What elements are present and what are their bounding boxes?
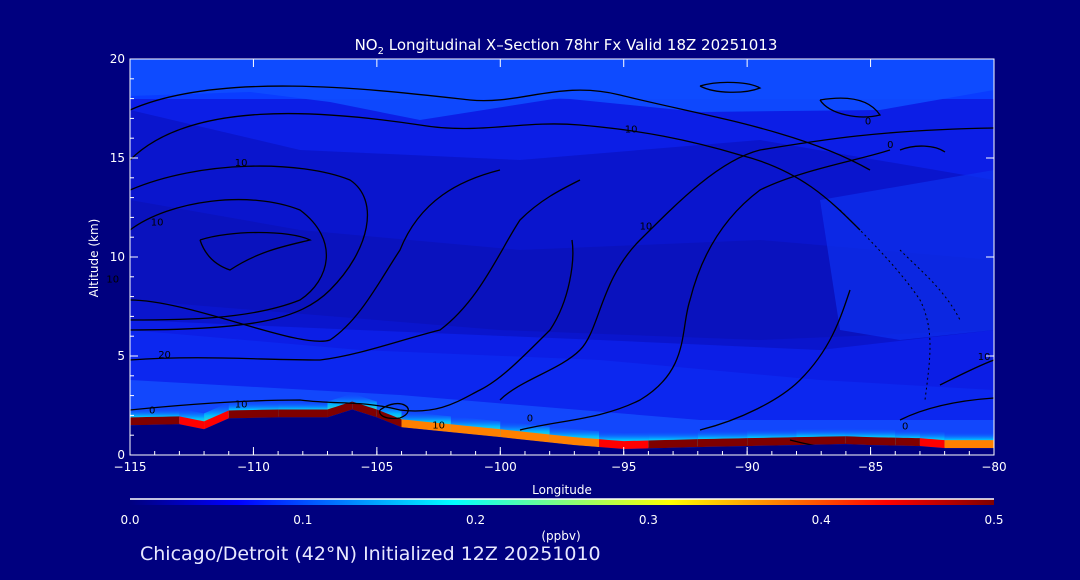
x-tick-label: −110 — [237, 460, 270, 474]
colorbar-label: (ppbv) — [541, 529, 580, 543]
surface-band-cell — [697, 438, 748, 448]
surface-concentration-band — [130, 393, 994, 450]
colorbar-tick-label: 0.2 — [466, 513, 485, 527]
concentration-field — [130, 59, 994, 455]
x-tick-label: −80 — [981, 460, 1006, 474]
chart-title: NO2 Longitudinal X–Section 78hr Fx Valid… — [355, 36, 778, 57]
x-tick-label: −100 — [484, 460, 517, 474]
contour-line — [939, 359, 994, 386]
surface-band-cell — [352, 401, 377, 418]
colorbar-tick-label: 0.4 — [812, 513, 831, 527]
contour-line — [899, 397, 994, 421]
x-tick-label: −95 — [611, 460, 636, 474]
contour-label: 0 — [527, 413, 533, 424]
contour-label: 10 — [432, 420, 445, 431]
contour-line — [699, 289, 851, 431]
contour-label: 10 — [625, 124, 638, 135]
x-tick-label: −90 — [734, 460, 759, 474]
contour-label: 10 — [151, 217, 164, 228]
x-tick-label: −85 — [858, 460, 883, 474]
contour-line-dashed — [839, 209, 931, 401]
y-tick-label: 5 — [117, 349, 125, 363]
y-axis-label: Altitude (km) — [87, 219, 101, 298]
contour-line — [499, 127, 994, 401]
contour-label: 20 — [158, 350, 171, 361]
surface-band-cell — [895, 437, 920, 447]
x-axis: −115 −110 −105 −100 −95 −90 −85 −80 — [114, 59, 1007, 474]
title-rest: Longitudinal X–Section 78hr Fx Valid 18Z… — [384, 36, 777, 54]
surface-band-cell — [278, 409, 328, 418]
colorbar-tick-label: 0.1 — [293, 513, 312, 527]
surface-band-cell — [500, 429, 550, 443]
contour-line — [130, 165, 369, 331]
surface-band-cell — [599, 439, 649, 450]
terrain-mask — [130, 409, 994, 455]
title-prefix: NO — [355, 36, 378, 54]
contour-label-group: 10 10 10 20 0 10 10 0 10 10 0 0 10 0 — [106, 116, 990, 432]
surface-band-cell — [228, 409, 279, 419]
contour-line — [819, 97, 882, 118]
x-tick-label: −115 — [114, 460, 147, 474]
colorbar-tick-label: 0.3 — [639, 513, 658, 527]
y-tick-label: 0 — [117, 448, 125, 462]
contour-line — [130, 198, 327, 321]
contour-line — [130, 112, 861, 231]
contour-line — [199, 231, 312, 271]
surface-band-cell — [796, 436, 846, 446]
contour-label: 10 — [235, 158, 248, 169]
contour-label: 0 — [865, 116, 871, 127]
surface-band-cell — [179, 416, 205, 430]
x-axis-label: Longitude — [532, 483, 592, 497]
surface-band-cell — [327, 401, 353, 418]
footer-caption: Chicago/Detroit (42°N) Initialized 12Z 2… — [140, 543, 601, 565]
surface-band-cell — [944, 440, 994, 449]
contour-line — [130, 169, 501, 342]
contour-line — [899, 145, 946, 153]
surface-band-cell — [845, 436, 896, 446]
contour-lines — [130, 81, 994, 448]
surface-band-cell — [747, 437, 797, 447]
contour-line — [130, 239, 574, 412]
contour-line — [379, 402, 409, 420]
colorbar-ticks: 0.0 0.1 0.2 0.3 0.4 0.5 — [120, 513, 1003, 527]
terrain — [130, 409, 994, 455]
surface-band-cell — [450, 424, 501, 438]
contour-line — [130, 85, 871, 171]
surface-band-cell — [919, 438, 945, 449]
y-tick-label: 15 — [110, 151, 125, 165]
contour-label: 0 — [149, 405, 155, 416]
y-axis: 0 5 10 15 20 — [110, 52, 994, 462]
colorbar-tick-label: 0.0 — [120, 513, 139, 527]
y-tick-label: 10 — [110, 250, 125, 264]
surface-band-cell — [130, 416, 180, 426]
surface-band-cell — [648, 439, 698, 449]
surface-band-cell — [549, 434, 600, 448]
colorbar-tick-label: 0.5 — [984, 513, 1003, 527]
contour-label: 0 — [902, 421, 908, 432]
contour-line — [699, 81, 762, 93]
contour-line — [519, 149, 891, 431]
contour-label: 10 — [106, 275, 119, 286]
contour-label: 10 — [640, 221, 653, 232]
x-tick-label: −105 — [360, 460, 393, 474]
contour-label: 0 — [887, 140, 893, 151]
surface-band-cell — [401, 419, 451, 433]
surface-band-cell — [204, 410, 229, 430]
colorbar — [130, 499, 994, 505]
contour-label: 10 — [978, 352, 991, 363]
contour-label: 10 — [235, 399, 248, 410]
contour-line — [130, 179, 581, 361]
title-subscript: 2 — [378, 46, 384, 57]
y-tick-label: 20 — [110, 52, 125, 66]
